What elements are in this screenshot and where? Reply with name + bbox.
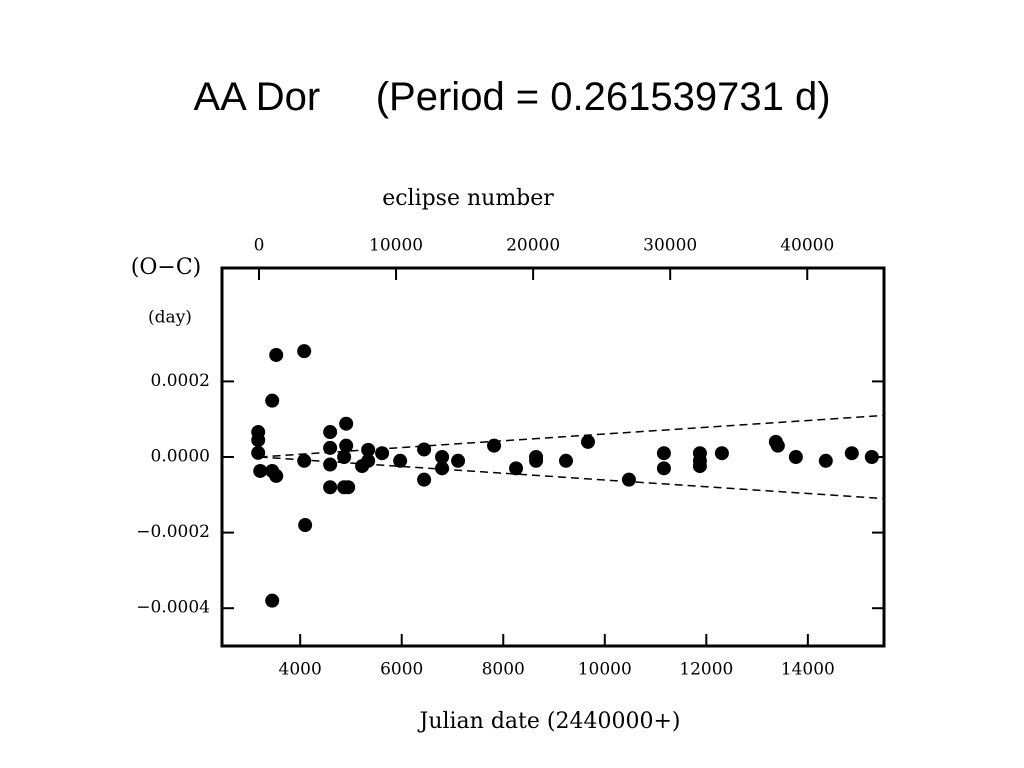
data-point (770, 438, 785, 453)
data-point (298, 518, 313, 533)
data-point (323, 425, 338, 440)
envelope-line (259, 414, 885, 458)
slide-title: AA Dor (Period = 0.261539731 d) (193, 75, 830, 119)
data-point (529, 453, 544, 468)
data-point (361, 453, 376, 468)
data-point (580, 434, 595, 449)
data-point (265, 393, 280, 408)
data-point (341, 480, 356, 495)
x-tick-label: 12000 (679, 660, 733, 680)
data-point (509, 461, 524, 476)
data-point (323, 457, 338, 472)
data-point (393, 453, 408, 468)
data-point (656, 446, 671, 461)
data-point (788, 450, 803, 464)
data-point (253, 463, 268, 478)
x-axis-label: Julian date (2440000+) (418, 709, 681, 734)
data-point (339, 438, 354, 453)
data-point (361, 442, 376, 457)
data-point (451, 453, 466, 468)
data-point (375, 446, 390, 461)
data-point (417, 472, 432, 487)
x2-tick-label: 0 (254, 236, 265, 256)
x-tick-label: 10000 (578, 660, 632, 680)
data-point (269, 347, 284, 362)
y-tick-label: −0.0002 (136, 522, 210, 542)
data-point (297, 453, 312, 468)
plot-frame (220, 266, 886, 648)
data-point (818, 453, 833, 468)
data-point (251, 445, 266, 460)
x2-tick-label: 10000 (369, 236, 423, 256)
data-point (265, 593, 280, 608)
y-tick-label: 0.0002 (151, 371, 210, 391)
x-tick-label: 14000 (781, 660, 835, 680)
x2-axis-label: eclipse number (382, 186, 554, 211)
data-point (297, 344, 312, 359)
data-point (621, 472, 636, 487)
data-point (864, 450, 879, 464)
y-tick-label: −0.0004 (136, 598, 210, 618)
data-point (337, 450, 352, 464)
data-point (692, 459, 707, 474)
y-axis-label: (O−C) (131, 255, 201, 280)
x2-tick-label: 40000 (780, 236, 834, 256)
data-point (323, 480, 338, 495)
data-point (558, 453, 573, 468)
y-tick-label: 0.0000 (151, 447, 210, 467)
data-point (339, 416, 354, 431)
data-point (435, 450, 450, 464)
data-point (435, 461, 450, 476)
x2-tick-label: 30000 (643, 236, 697, 256)
data-point (417, 442, 432, 457)
x-tick-label: 8000 (482, 660, 525, 680)
x-tick-label: 4000 (279, 660, 322, 680)
data-point (844, 446, 859, 461)
y-axis-unit: (day) (148, 308, 192, 328)
data-point (323, 440, 338, 455)
data-point (714, 446, 729, 461)
data-point (251, 432, 266, 447)
x2-tick-label: 20000 (506, 236, 560, 256)
data-point (487, 438, 502, 453)
x-tick-label: 6000 (380, 660, 423, 680)
data-point (269, 468, 284, 483)
data-point (656, 461, 671, 476)
